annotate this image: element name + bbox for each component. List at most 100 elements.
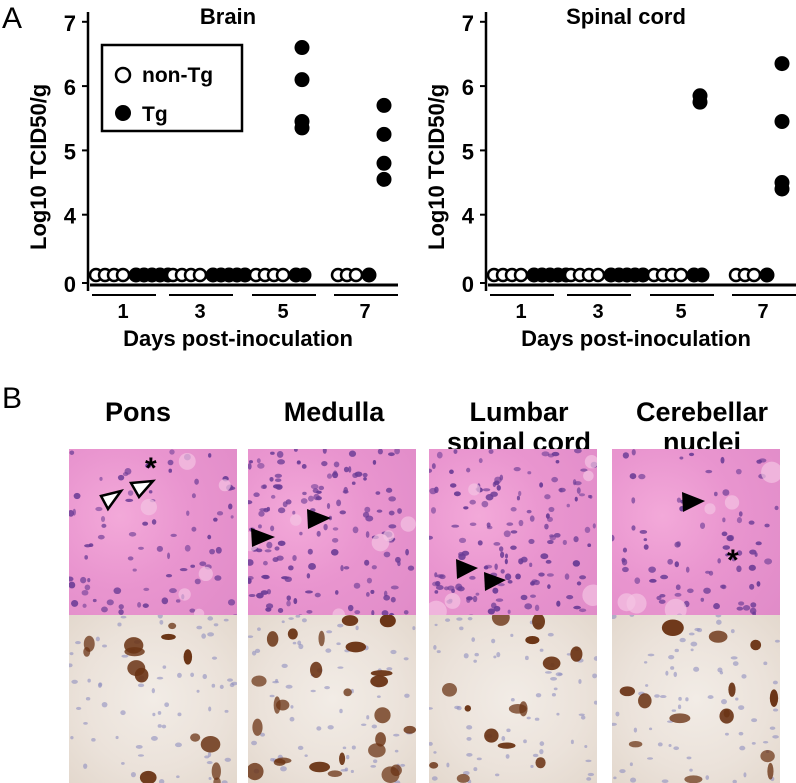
cell-nucleus bbox=[388, 496, 396, 502]
cell-nucleus bbox=[501, 735, 506, 741]
cell-nucleus bbox=[705, 469, 713, 474]
filled-arrowhead-marker bbox=[251, 528, 275, 547]
cell-nucleus bbox=[673, 746, 680, 751]
cell-nucleus bbox=[364, 506, 371, 513]
cell-nucleus bbox=[772, 680, 778, 685]
cell-nucleus bbox=[679, 637, 686, 643]
cell-nucleus bbox=[593, 700, 597, 705]
cell-nucleus bbox=[191, 526, 197, 532]
neuron-body bbox=[193, 608, 205, 617]
stained-deposit bbox=[638, 693, 652, 709]
cell-nucleus bbox=[284, 576, 292, 583]
cell-nucleus bbox=[340, 565, 344, 572]
cell-nucleus bbox=[721, 531, 728, 537]
cell-nucleus bbox=[643, 661, 648, 664]
cell-nucleus bbox=[274, 478, 282, 483]
cell-nucleus bbox=[72, 508, 76, 516]
cell-nucleus bbox=[507, 609, 511, 614]
cell-nucleus bbox=[547, 540, 554, 545]
brain-titer-chart: 0 4 5 6 7 Log10 TCID50/g Brain 1 3 5 7 Days post-in… bbox=[26, 4, 398, 351]
cell-nucleus bbox=[716, 619, 722, 625]
stained-deposit bbox=[379, 615, 396, 628]
cell-nucleus bbox=[520, 594, 528, 601]
cell-nucleus bbox=[524, 603, 533, 610]
cell-nucleus bbox=[99, 476, 103, 481]
cell-nucleus bbox=[75, 641, 81, 645]
cell-nucleus bbox=[177, 672, 182, 678]
cell-nucleus bbox=[170, 533, 177, 538]
data-point-tg bbox=[694, 267, 710, 283]
cell-nucleus bbox=[534, 604, 540, 612]
cell-nucleus bbox=[95, 506, 103, 512]
cell-nucleus bbox=[500, 551, 505, 559]
data-point-tg bbox=[296, 267, 312, 283]
cell-nucleus bbox=[326, 503, 331, 509]
cell-nucleus bbox=[526, 509, 532, 514]
y-tick-label: 0 bbox=[64, 272, 76, 297]
panel-b-label: B bbox=[2, 382, 23, 415]
cell-nucleus bbox=[270, 525, 275, 532]
cell-nucleus bbox=[499, 474, 504, 481]
stained-deposit bbox=[83, 646, 91, 657]
cell-nucleus bbox=[277, 459, 285, 465]
neuron-body bbox=[140, 498, 157, 516]
cell-nucleus bbox=[449, 483, 457, 488]
cell-nucleus bbox=[342, 746, 347, 750]
cell-nucleus bbox=[475, 592, 480, 596]
cell-nucleus bbox=[270, 494, 276, 499]
cell-nucleus bbox=[189, 608, 196, 613]
cell-nucleus bbox=[631, 525, 636, 531]
cell-nucleus bbox=[351, 481, 356, 485]
cell-nucleus bbox=[463, 506, 469, 510]
cell-nucleus bbox=[318, 485, 325, 491]
cell-nucleus bbox=[556, 600, 561, 607]
data-point-tg bbox=[376, 126, 392, 142]
cell-nucleus bbox=[645, 684, 649, 687]
cell-nucleus bbox=[466, 596, 473, 600]
cell-nucleus bbox=[736, 550, 743, 556]
cell-nucleus bbox=[730, 656, 738, 660]
cell-nucleus bbox=[578, 493, 586, 497]
neuron-body bbox=[584, 454, 597, 469]
cell-nucleus bbox=[230, 515, 234, 519]
cell-nucleus bbox=[705, 775, 710, 780]
cell-nucleus bbox=[585, 759, 592, 763]
cell-nucleus bbox=[80, 576, 87, 584]
cell-nucleus bbox=[69, 581, 76, 589]
stained-deposit bbox=[252, 718, 263, 736]
stained-deposit bbox=[669, 713, 691, 724]
cell-nucleus bbox=[169, 449, 175, 455]
cell-nucleus bbox=[269, 694, 275, 698]
cell-nucleus bbox=[539, 482, 544, 488]
cell-nucleus bbox=[148, 490, 153, 494]
cell-nucleus bbox=[658, 599, 666, 604]
cell-nucleus bbox=[339, 708, 343, 714]
cell-nucleus bbox=[120, 615, 127, 619]
cell-nucleus bbox=[676, 497, 681, 503]
cell-nucleus bbox=[774, 639, 780, 643]
open-arrowhead-marker bbox=[99, 488, 125, 512]
cell-nucleus bbox=[190, 672, 195, 678]
cell-nucleus bbox=[527, 471, 532, 475]
cell-nucleus bbox=[494, 773, 500, 777]
cell-nucleus bbox=[118, 604, 124, 610]
cell-nucleus bbox=[206, 761, 213, 765]
cell-nucleus bbox=[124, 468, 132, 475]
chart-title: Spinal cord bbox=[566, 4, 686, 29]
cell-nucleus bbox=[137, 754, 145, 757]
cell-nucleus bbox=[348, 450, 357, 457]
cell-nucleus bbox=[544, 523, 549, 530]
cell-nucleus bbox=[738, 511, 743, 517]
cell-nucleus bbox=[159, 619, 164, 625]
cell-nucleus bbox=[97, 534, 105, 540]
cell-nucleus bbox=[194, 578, 201, 585]
cell-nucleus bbox=[491, 638, 496, 644]
cell-nucleus bbox=[196, 625, 203, 630]
cell-nucleus bbox=[101, 523, 107, 528]
cell-nucleus bbox=[299, 531, 303, 536]
cell-nucleus bbox=[371, 724, 378, 729]
cell-nucleus bbox=[314, 592, 321, 598]
cell-nucleus bbox=[487, 608, 495, 615]
cell-nucleus bbox=[758, 458, 767, 463]
cell-nucleus bbox=[370, 765, 377, 768]
